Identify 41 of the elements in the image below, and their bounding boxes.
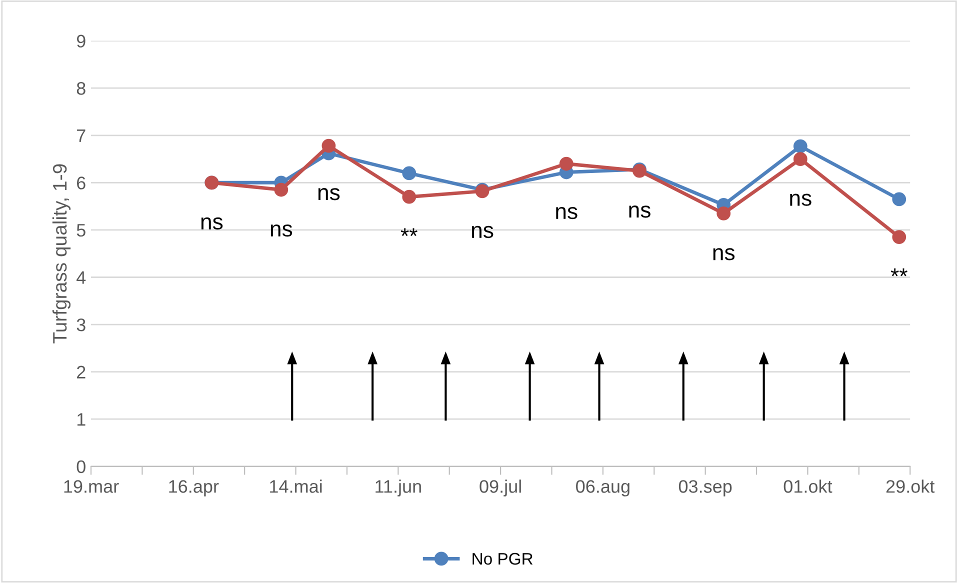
y-tick-label: 8 <box>76 82 86 95</box>
annotation: ns <box>629 206 650 218</box>
annotation: ns <box>270 224 292 237</box>
y-tick-label: 3 <box>76 318 86 332</box>
point <box>892 192 906 206</box>
annotation: ns <box>556 206 578 220</box>
x-tick-label: 19.mar <box>64 480 119 493</box>
x-tick-label: 01.okt <box>784 480 832 493</box>
annotation: ns <box>472 226 494 238</box>
point <box>322 138 336 153</box>
y-axis-title: Turfgrass quality, 1-9 <box>52 164 71 344</box>
annotation: ** <box>890 268 908 276</box>
y-tick-label: 9 <box>76 34 86 48</box>
point <box>559 156 574 171</box>
x-tick-label: 29.okt <box>886 480 935 493</box>
x-tick-label: 11.jun <box>376 480 421 496</box>
x-tick-label: 03.sep <box>678 480 732 496</box>
y-tick-label: 1 <box>77 413 86 426</box>
point <box>402 190 416 204</box>
x-tick-label: 09.jul <box>480 480 521 496</box>
x-tick-label: 16.apr <box>169 480 219 496</box>
y-tick-label: 4 <box>76 271 86 284</box>
annotation: ns <box>790 194 812 206</box>
point <box>716 206 731 220</box>
annotation: ns <box>201 217 223 230</box>
annotation: ** <box>400 228 418 236</box>
y-tick-label: 0 <box>76 460 86 474</box>
legend-label: No PGR <box>472 552 533 565</box>
annotation: ns <box>713 248 735 260</box>
y-tick-label: 5 <box>76 224 86 237</box>
point <box>274 182 288 197</box>
y-tick-label: 2 <box>77 366 86 378</box>
point <box>892 230 906 244</box>
annotation: ns <box>318 188 340 200</box>
point <box>793 152 808 166</box>
point <box>402 166 416 180</box>
y-tick-label: 7 <box>77 130 86 142</box>
x-tick-label: 06.aug <box>576 480 630 496</box>
x-tick-label: 14.mai <box>270 480 322 493</box>
y-tick-label: 6 <box>77 176 86 190</box>
point <box>793 139 808 154</box>
